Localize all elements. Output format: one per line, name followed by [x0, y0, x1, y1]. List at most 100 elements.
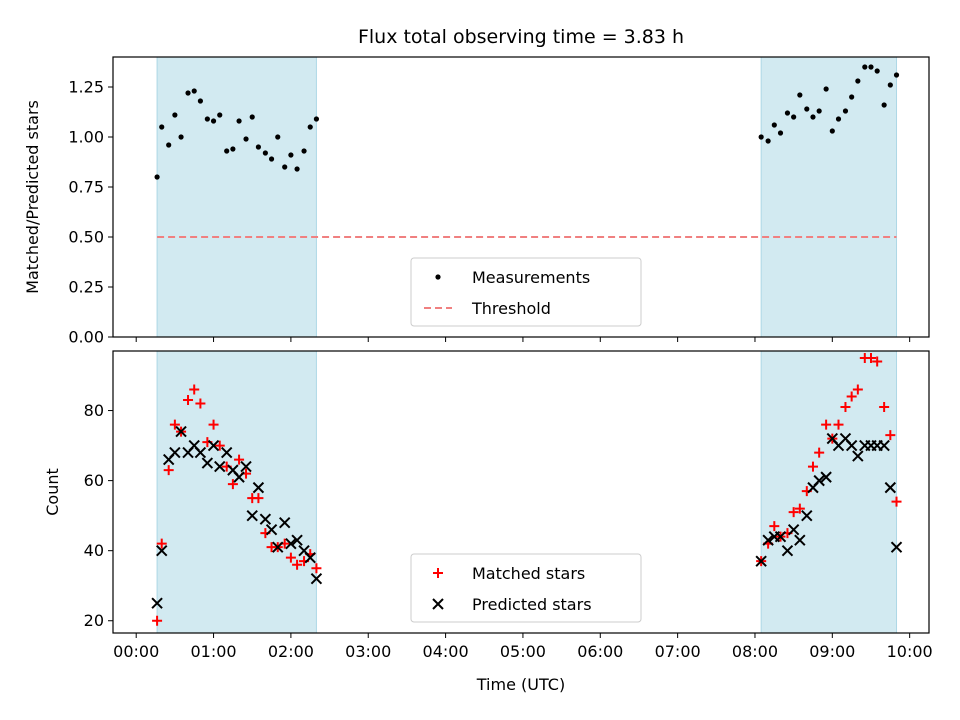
data-point	[771, 122, 777, 128]
data-point	[816, 108, 822, 114]
data-point	[855, 78, 861, 84]
data-point	[156, 544, 168, 557]
data-point	[845, 439, 858, 452]
data-point	[794, 503, 805, 514]
data-point	[240, 460, 252, 473]
data-point	[195, 398, 206, 409]
data-point	[224, 148, 230, 154]
x-tick-label: 07:00	[655, 642, 701, 661]
data-point	[879, 402, 890, 413]
ratio-panel: 0.00 0.25 0.50 0.75 1.00 1.25 Matched/Predicte…	[23, 56, 930, 347]
data-point	[282, 164, 288, 170]
data-point	[755, 555, 767, 567]
data-point	[762, 534, 774, 546]
data-point	[769, 521, 780, 532]
data-point	[890, 541, 903, 553]
data-point	[169, 419, 180, 430]
x-tick-label: 09:00	[809, 642, 855, 661]
data-point	[784, 110, 791, 116]
data-point	[874, 68, 880, 74]
data-point	[852, 384, 863, 395]
data-point	[777, 130, 784, 136]
data-point	[301, 148, 307, 154]
data-point	[279, 516, 291, 529]
data-point	[214, 460, 226, 473]
x-tick-label: 08:00	[732, 642, 778, 661]
observing-window-0	[156, 350, 317, 634]
data-point	[765, 138, 771, 144]
y-tick-label: 20	[84, 611, 104, 630]
chart-title: Flux total observing time = 3.83 h	[358, 26, 684, 48]
data-point	[201, 457, 214, 469]
data-point	[310, 572, 323, 585]
legend-label: Predicted stars	[472, 595, 592, 614]
data-point	[820, 471, 832, 483]
data-point	[835, 116, 842, 122]
legend-label: Matched stars	[472, 564, 585, 583]
data-point	[207, 439, 220, 452]
data-point	[846, 391, 857, 402]
data-point	[852, 450, 864, 462]
x-tick-label: 01:00	[190, 642, 236, 661]
data-point	[230, 146, 236, 152]
x-tick-label: 10:00	[887, 642, 933, 661]
y-tick-label: 1.25	[68, 78, 104, 97]
data-point	[246, 509, 258, 522]
data-point	[166, 142, 172, 148]
y-tick-label: 60	[84, 471, 104, 490]
data-point	[774, 530, 787, 543]
data-point	[185, 90, 191, 96]
data-point	[204, 116, 210, 122]
data-point	[862, 64, 868, 70]
data-point	[885, 430, 896, 441]
data-point	[787, 523, 800, 536]
data-point	[868, 64, 874, 70]
observing-window-0	[156, 56, 317, 338]
legend-box	[410, 553, 642, 623]
data-point	[311, 563, 322, 574]
data-point	[292, 559, 303, 570]
data-point	[194, 446, 207, 459]
data-point	[893, 72, 900, 78]
data-point	[878, 439, 890, 452]
data-point	[197, 98, 204, 104]
data-point	[268, 156, 275, 162]
data-point	[829, 128, 835, 134]
series-measurements	[154, 64, 900, 180]
legend: Measurements Threshold	[410, 257, 642, 327]
data-point	[807, 461, 818, 472]
x-tick-label: 06:00	[577, 642, 623, 661]
data-point	[255, 144, 262, 150]
data-point	[178, 134, 184, 140]
data-point	[810, 114, 816, 120]
data-point	[881, 102, 887, 108]
data-point	[801, 509, 813, 522]
y-axis-label: Count	[43, 468, 62, 516]
data-point	[291, 534, 303, 546]
legend-marker	[433, 568, 443, 578]
y-tick-label: 40	[84, 541, 104, 560]
data-point	[840, 402, 851, 413]
data-point	[307, 124, 313, 130]
series-predicted-stars	[151, 425, 903, 609]
y-tick-label: 0.25	[68, 278, 104, 297]
y-axis-label: Matched/Predicted stars	[23, 100, 42, 294]
data-point	[285, 552, 296, 563]
legend-marker	[435, 274, 441, 280]
data-point	[833, 419, 844, 430]
data-point	[169, 446, 181, 459]
data-point	[234, 454, 245, 465]
data-point	[159, 124, 165, 130]
legend-box	[410, 257, 642, 327]
data-point	[227, 479, 238, 490]
data-point	[865, 353, 876, 364]
data-point	[758, 134, 764, 140]
data-point	[304, 551, 316, 564]
x-axis-label: Time (UTC)	[476, 675, 565, 694]
data-point	[191, 88, 197, 94]
y-tick-label: 0.75	[68, 178, 104, 197]
data-point	[217, 112, 223, 118]
data-point	[151, 597, 163, 609]
data-point	[253, 493, 264, 504]
